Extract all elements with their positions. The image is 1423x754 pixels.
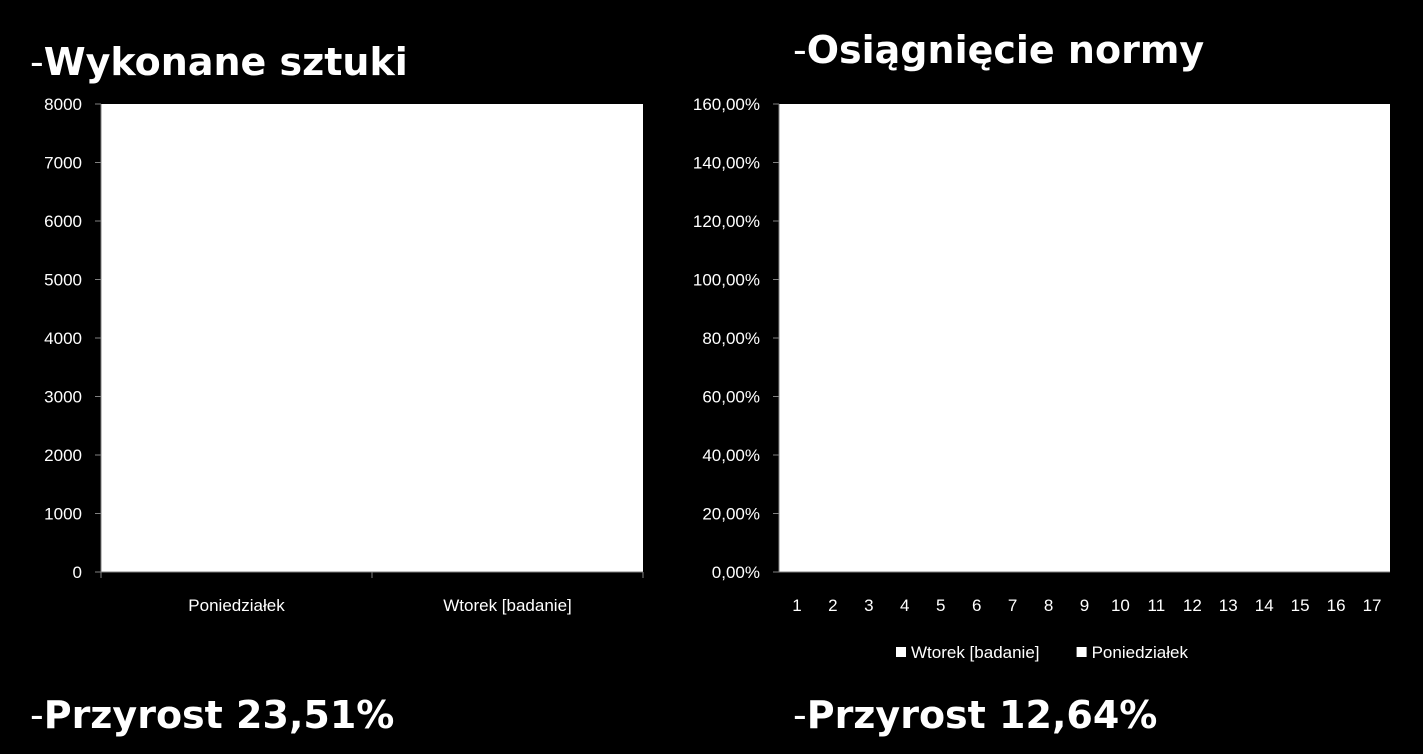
x-category-label: 17 — [1363, 596, 1382, 615]
y-tick-label: 100,00% — [693, 271, 760, 290]
x-category-label: 16 — [1327, 596, 1346, 615]
plot-area-1 — [101, 104, 643, 572]
x-category-label: 7 — [1008, 596, 1017, 615]
y-tick-label: 140,00% — [693, 154, 760, 173]
y-tick-label: 3000 — [44, 388, 82, 407]
right-heading-text: Osiągnięcie normy — [806, 28, 1205, 72]
x-category-label: 8 — [1044, 596, 1053, 615]
x-category-label: 13 — [1219, 596, 1238, 615]
y-tick-label: 2000 — [44, 446, 82, 465]
y-tick-label: 60,00% — [702, 388, 760, 407]
legend-entry: Poniedziałek — [1092, 643, 1189, 662]
y-tick-label: 1000 — [44, 505, 82, 524]
x-category-label: 2 — [828, 596, 837, 615]
left-footer-dash: - — [30, 693, 44, 737]
x-category-label: 5 — [936, 596, 945, 615]
legend-swatch — [896, 647, 906, 657]
x-category-label: 1 — [792, 596, 801, 615]
left-heading-dash: - — [30, 40, 44, 84]
y-tick-label: 120,00% — [693, 212, 760, 231]
x-category-label: 15 — [1291, 596, 1310, 615]
x-category-label: 9 — [1080, 596, 1089, 615]
legend-entry: Wtorek [badanie] — [911, 643, 1040, 662]
y-tick-label: 20,00% — [702, 505, 760, 524]
y-tick-label: 0 — [73, 563, 82, 582]
y-tick-label: 5000 — [44, 271, 82, 290]
x-category-label: Poniedziałek — [188, 596, 285, 615]
right-heading-dash: - — [793, 28, 807, 72]
x-category-label: 11 — [1148, 596, 1166, 615]
y-tick-label: 40,00% — [702, 446, 760, 465]
right-footer-text: Przyrost 12,64% — [806, 693, 1158, 737]
x-category-label: 14 — [1255, 596, 1274, 615]
x-category-label: Wtorek [badanie] — [443, 596, 572, 615]
y-tick-label: 4000 — [44, 329, 82, 348]
left-footer-text: Przyrost 23,51% — [43, 693, 395, 737]
left-chart-heading: -Wykonane sztuki — [30, 40, 408, 84]
legend-swatch — [1076, 647, 1087, 657]
y-tick-label: 6000 — [44, 212, 82, 231]
x-category-label: 3 — [864, 596, 873, 615]
right-chart-heading: -Osiągnięcie normy — [793, 28, 1204, 72]
y-tick-label: 0,00% — [712, 563, 760, 582]
x-category-label: 10 — [1111, 596, 1130, 615]
x-category-label: 6 — [972, 596, 981, 615]
left-heading-text: Wykonane sztuki — [43, 40, 408, 84]
left-footer-growth: -Przyrost 23,51% — [30, 693, 394, 737]
plot-area-2 — [779, 104, 1390, 572]
y-tick-label: 80,00% — [702, 329, 760, 348]
right-footer-dash: - — [793, 693, 807, 737]
y-tick-label: 7000 — [44, 154, 82, 173]
right-footer-growth: -Przyrost 12,64% — [793, 693, 1157, 737]
y-tick-label: 160,00% — [693, 95, 760, 114]
y-tick-label: 8000 — [44, 95, 82, 114]
x-category-label: 12 — [1183, 596, 1202, 615]
x-category-label: 4 — [900, 596, 909, 615]
